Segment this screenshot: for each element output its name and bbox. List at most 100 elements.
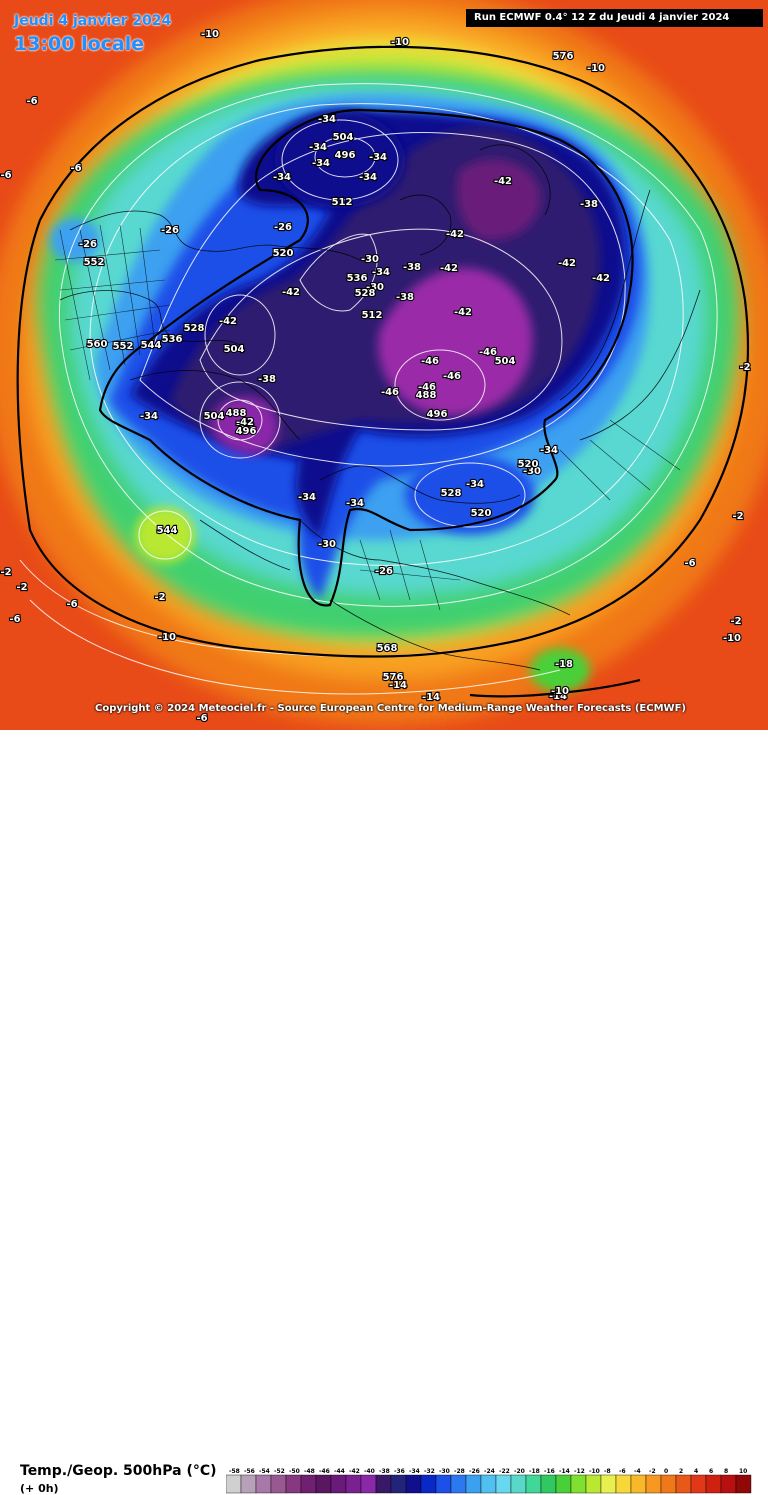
scale-swatch: [300, 1474, 317, 1494]
scale-tick: -26: [469, 1468, 480, 1475]
temp-label: -42: [558, 258, 576, 269]
geopotential-label: 528: [184, 323, 205, 334]
temp-label: -26: [274, 222, 292, 233]
scale-tick: 4: [694, 1468, 698, 1475]
temp-label: -42: [219, 316, 237, 327]
scale-tick: -42: [349, 1468, 360, 1475]
geopotential-label: 576: [553, 51, 574, 62]
scale-swatch: [270, 1474, 287, 1494]
temp-label: -34: [540, 445, 558, 456]
temp-label: -10: [551, 686, 569, 697]
scale-swatch: [675, 1474, 692, 1494]
temp-label: -38: [403, 262, 421, 273]
scale-swatch: [495, 1474, 512, 1494]
scale-tick: -8: [604, 1468, 611, 1475]
scale-swatch: [735, 1474, 752, 1494]
scale-swatch: [226, 1474, 242, 1494]
temp-label: -10: [723, 633, 741, 644]
temp-label: -6: [66, 599, 77, 610]
temp-label: -34: [236, 419, 254, 430]
temp-label: -34: [346, 498, 364, 509]
temp-label: -6: [0, 170, 11, 181]
geopotential-label: 560: [87, 339, 108, 350]
temp-label: -46: [443, 371, 461, 382]
temp-label: -6: [684, 558, 695, 569]
scale-swatch: [585, 1474, 602, 1494]
temp-label: -42: [282, 287, 300, 298]
temp-label: -2: [730, 616, 741, 627]
temp-label: -34: [372, 267, 390, 278]
scale-swatch: [420, 1474, 437, 1494]
scale-tick: 6: [709, 1468, 713, 1475]
geopotential-label: 512: [362, 310, 383, 321]
weather-map: -34-34-34-34 -34-34-42-42-42-42-42-42-42-…: [0, 0, 768, 730]
forecast-time: 13:00 locale: [14, 33, 145, 55]
scale-tick: -46: [319, 1468, 330, 1475]
temp-label: -2: [0, 567, 11, 578]
temp-label: -14: [549, 691, 567, 702]
temp-label: -2: [732, 511, 743, 522]
temp-label: -46: [418, 382, 436, 393]
isolines: [19, 83, 718, 695]
geopotential-labels: 5044965125205365285125044884965044884965…: [82, 50, 574, 684]
scale-swatch: [510, 1474, 527, 1494]
scale-swatch: [315, 1474, 332, 1494]
scale-swatch: [255, 1474, 272, 1494]
temp-label: -18: [555, 659, 573, 670]
temp-label: -38: [258, 374, 276, 385]
scale-tick: 0: [664, 1468, 668, 1475]
scale-swatch: [450, 1474, 467, 1494]
geopotential-label: 544: [157, 525, 178, 536]
scale-swatch: [660, 1474, 677, 1494]
temp-label: -42: [446, 229, 464, 240]
scale-tick: -4: [634, 1468, 641, 1475]
temp-label: -34: [318, 114, 336, 125]
temp-label: -6: [26, 96, 37, 107]
scale-tick: -6: [619, 1468, 626, 1475]
forecast-date: Jeudi 4 janvier 2024: [14, 13, 172, 29]
geopotential-label: 496: [335, 150, 356, 161]
geopotential-label: 536: [347, 273, 368, 284]
scale-tick: -56: [244, 1468, 255, 1475]
scale-tick: -32: [424, 1468, 435, 1475]
scale-tick: -28: [454, 1468, 465, 1475]
geopotential-label: 496: [427, 409, 448, 420]
geopotential-label: 576: [383, 672, 404, 683]
temp-label: -10: [587, 63, 605, 74]
scale-swatch: [690, 1474, 707, 1494]
geopotential-label: 568: [377, 643, 398, 654]
scale-tick: 10: [739, 1468, 747, 1475]
scale-swatch: [375, 1474, 392, 1494]
scale-swatch: [555, 1474, 572, 1494]
scale-swatch: [345, 1474, 362, 1494]
temp-label: -10: [201, 29, 219, 40]
scale-swatch: [615, 1474, 632, 1494]
scale-swatch: [705, 1474, 722, 1494]
scale-tick: -58: [229, 1468, 240, 1475]
scale-tick: 8: [724, 1468, 728, 1475]
scale-tick: -12: [574, 1468, 585, 1475]
temp-label: -2: [739, 362, 750, 373]
temp-label: -26: [161, 225, 179, 236]
variable-name: Temp./Geop. 500hPa (°C): [20, 1463, 217, 1479]
scale-tick: 2: [679, 1468, 683, 1475]
geopotential-label: 520: [518, 459, 539, 470]
temp-label: -42: [592, 273, 610, 284]
scale-tick: -38: [379, 1468, 390, 1475]
temp-label: -14: [389, 680, 407, 691]
scale-tick: -18: [529, 1468, 540, 1475]
temp-label: -46: [381, 387, 399, 398]
legend-bar: Temp./Geop. 500hPa (°C) (+ 0h) -58 -56 -54…: [0, 730, 768, 1495]
temp-label: -26: [79, 239, 97, 250]
temp-label: -10: [391, 37, 409, 48]
temp-label: -6: [70, 163, 81, 174]
temp-label: -34: [312, 158, 330, 169]
scale-tick: -36: [394, 1468, 405, 1475]
geopotential-label: 536: [162, 334, 183, 345]
geopotential-label: 512: [332, 197, 353, 208]
coastlines: [59, 144, 701, 671]
temp-label: -34: [140, 411, 158, 422]
temp-label: -34: [359, 172, 377, 183]
scale-swatch: [465, 1474, 482, 1494]
scale-swatch: [540, 1474, 557, 1494]
